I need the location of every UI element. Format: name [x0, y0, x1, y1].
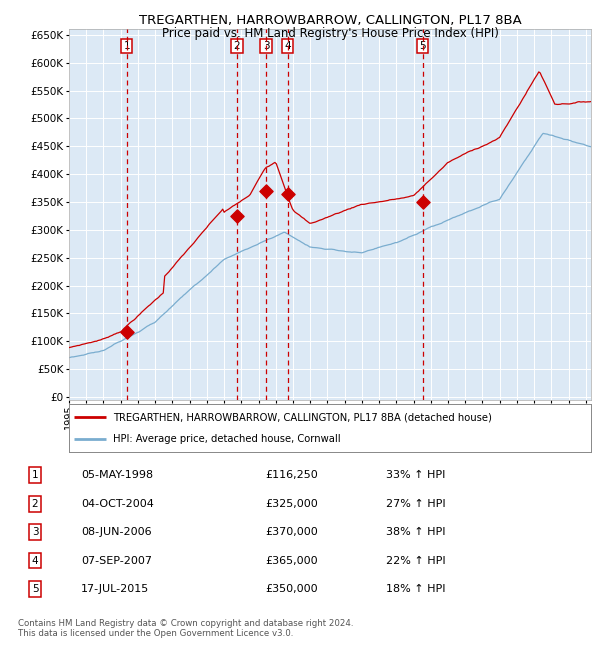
Text: 17-JUL-2015: 17-JUL-2015: [81, 584, 149, 594]
Text: TREGARTHEN, HARROWBARROW, CALLINGTON, PL17 8BA: TREGARTHEN, HARROWBARROW, CALLINGTON, PL…: [139, 14, 521, 27]
Text: Contains HM Land Registry data © Crown copyright and database right 2024.
This d: Contains HM Land Registry data © Crown c…: [18, 619, 353, 638]
Point: [122, 327, 131, 337]
Text: 04-OCT-2004: 04-OCT-2004: [81, 499, 154, 509]
Text: 1: 1: [32, 470, 38, 480]
Point: [232, 211, 242, 221]
Text: £116,250: £116,250: [265, 470, 318, 480]
Text: 27% ↑ HPI: 27% ↑ HPI: [386, 499, 446, 509]
Text: 4: 4: [32, 556, 38, 566]
Text: £350,000: £350,000: [265, 584, 318, 594]
Text: 07-SEP-2007: 07-SEP-2007: [81, 556, 152, 566]
Text: 33% ↑ HPI: 33% ↑ HPI: [386, 470, 446, 480]
Point: [418, 197, 428, 207]
Text: 5: 5: [32, 584, 38, 594]
Text: £365,000: £365,000: [265, 556, 318, 566]
Text: TREGARTHEN, HARROWBARROW, CALLINGTON, PL17 8BA (detached house): TREGARTHEN, HARROWBARROW, CALLINGTON, PL…: [113, 412, 492, 422]
Text: 05-MAY-1998: 05-MAY-1998: [81, 470, 153, 480]
Text: Price paid vs. HM Land Registry's House Price Index (HPI): Price paid vs. HM Land Registry's House …: [161, 27, 499, 40]
Point: [283, 188, 292, 199]
Text: 2: 2: [233, 41, 240, 51]
Text: 22% ↑ HPI: 22% ↑ HPI: [386, 556, 446, 566]
Text: HPI: Average price, detached house, Cornwall: HPI: Average price, detached house, Corn…: [113, 434, 341, 444]
Text: 1: 1: [124, 41, 130, 51]
Text: £370,000: £370,000: [265, 527, 318, 537]
Text: 08-JUN-2006: 08-JUN-2006: [81, 527, 152, 537]
Text: 5: 5: [419, 41, 426, 51]
Text: 2: 2: [32, 499, 38, 509]
Text: £325,000: £325,000: [265, 499, 318, 509]
Point: [261, 186, 271, 196]
Text: 3: 3: [263, 41, 269, 51]
Text: 4: 4: [284, 41, 291, 51]
Text: 38% ↑ HPI: 38% ↑ HPI: [386, 527, 446, 537]
Text: 3: 3: [32, 527, 38, 537]
Text: 18% ↑ HPI: 18% ↑ HPI: [386, 584, 446, 594]
